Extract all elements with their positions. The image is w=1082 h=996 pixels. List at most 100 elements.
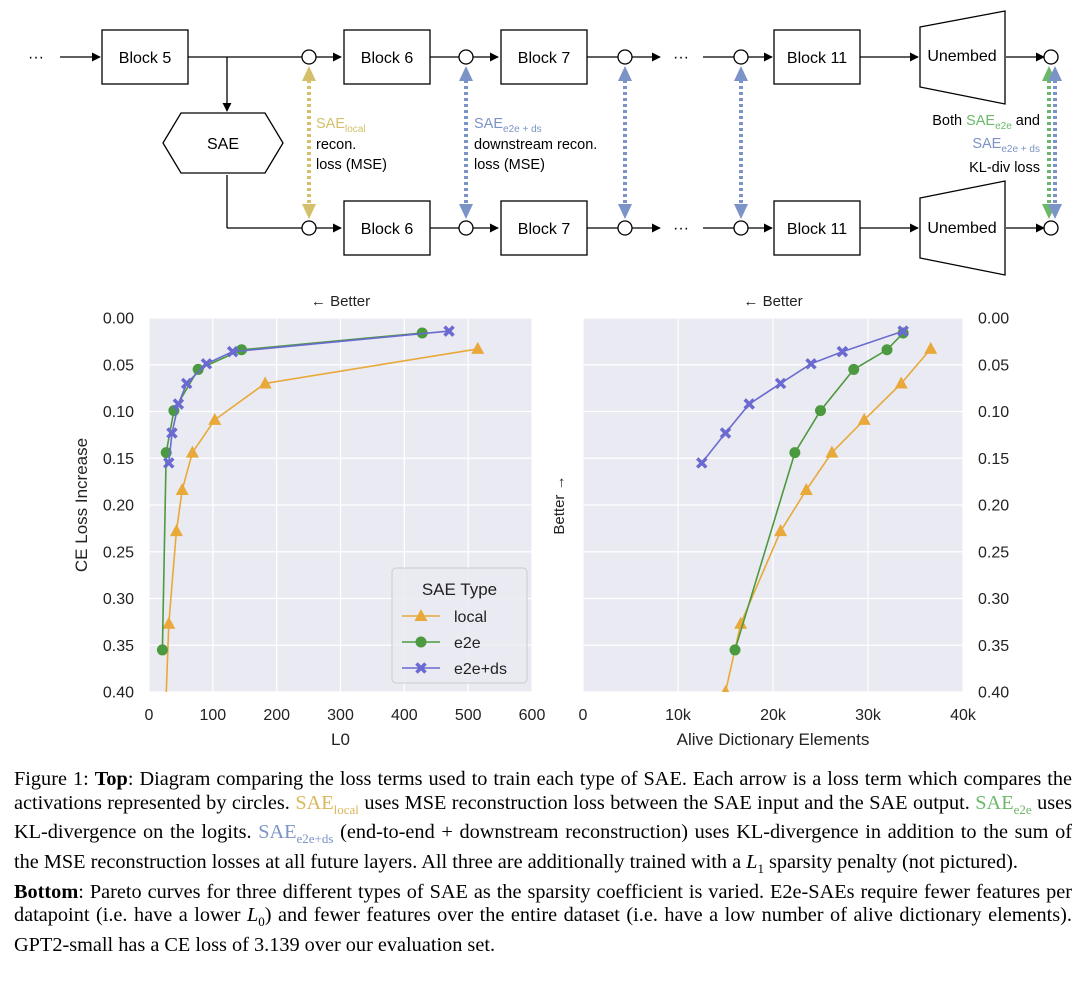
caption-text: sparsity penalty (not pictured). [763,850,1018,873]
sae-hexagon [162,112,284,174]
data-point-e2e+ds [774,377,787,390]
caption-fig-label: Figure 1: [14,768,95,790]
x-tick-label: 0 [579,707,588,724]
caption-top-bold: Top [94,768,128,790]
caption-text: uses KL-divergence on the logits. [14,791,1073,844]
data-point-local [734,616,748,629]
ellipsis-left: ··· [28,49,44,66]
activation-circle [458,220,474,236]
y-tick-label: 0.25 [103,544,134,561]
data-point-local [169,524,183,537]
data-point-e2e [156,644,168,656]
block7-bottom-box [500,200,588,256]
y-tick-label: 0.15 [978,451,1009,468]
both-loss-label-ds: SAEe2e + ds [972,136,1040,155]
data-point-e2e+ds [166,427,178,439]
chart-better-label: ← Better [743,293,802,310]
unembed-top-shape [919,10,1006,105]
data-point-local [159,704,172,716]
y-tick-label: 0.00 [103,311,134,328]
y-axis-label: CE Loss Increase [72,438,91,572]
data-point-local [799,483,813,496]
data-point-e2e+ds [743,398,755,410]
caption-bottom-bold: Bottom [14,880,79,903]
ds-loss-arrow-7-head-down [618,204,632,219]
y-tick-label: 0.05 [103,357,134,374]
caption-text: : Diagram comparing the loss terms used … [14,768,1072,814]
local-loss-arrow-head-up [302,66,316,81]
data-point-e2e [789,447,801,459]
figure-caption: Figure 1: Top: Diagram comparing the los… [14,768,1072,957]
ellipsis-top: ··· [673,49,689,66]
y-tick-label: 0.15 [103,451,134,468]
block6-top-label: Block 6 [361,50,414,67]
data-point-e2e+ds [836,345,849,358]
block5-box [101,29,189,85]
local-loss-label: SAElocal recon. loss (MSE) [316,116,387,173]
block7-top-label: Block 7 [518,50,571,67]
x-tick-label: 20k [760,707,787,724]
block11-top-box [773,29,861,85]
data-point-local [185,445,199,458]
block7-top-box [500,29,588,85]
block11-bottom-label: Block 11 [787,221,847,238]
unembed-bottom-label: Unembed [927,220,996,237]
y-tick-label: 0.00 [978,311,1009,328]
activation-circle [301,49,317,65]
data-point-local [774,524,788,537]
y-axis-label: Better → [551,475,568,534]
y-tick-label: 0.10 [978,404,1009,421]
x-tick-label: 30k [855,707,882,724]
block6-bottom-box [343,200,431,256]
ds-loss-arrow-6-head-down [459,204,473,219]
ellipsis-bottom: ··· [673,220,689,237]
caption-top: Figure 1: Top: Diagram comparing the los… [14,768,1073,876]
x-tick-label: 40k [950,707,977,724]
caption-sae-local: SAElocal [295,791,359,817]
data-point-local [162,616,176,629]
activation-circle [733,220,749,236]
x-axis-label: L0 [331,730,350,749]
y-tick-label: 0.25 [978,544,1009,561]
x-tick-label: 100 [199,707,226,724]
data-point-e2e+ds [226,345,239,358]
y-tick-label: 0.30 [103,591,134,608]
both-loss-label-kl: KL-div loss [969,160,1040,176]
data-point-e2e+ds [163,457,175,469]
data-point-local [894,376,908,389]
data-point-e2e+ds [719,427,732,439]
data-point-e2e [192,363,204,375]
chart-right: 0 10k 20k 30k 40k 0.00 0.05 0.10 0.15 0.20 0.25 0.3… [551,293,1009,749]
activation-circle [617,49,633,65]
caption-bottom: Bottom: Pareto curves for three differen… [14,880,1072,956]
unembed-top-label: Unembed [927,48,996,65]
x-tick-label: 10k [665,707,692,724]
ds-loss-arrow-6-head-up [459,66,473,81]
block11-top-label: Block 11 [787,50,847,67]
y-tick-label: 0.10 [103,404,134,421]
ds-loss-arrow-11-head-up [734,66,748,81]
block11-bottom-box [773,200,861,256]
block5-label: Block 5 [119,50,172,67]
data-point-local [924,341,938,354]
y-tick-label: 0.35 [978,638,1009,655]
legend-marker-e2e+ds [415,662,427,674]
series-line-e2e [161,332,423,650]
y-tick-label: 0.20 [103,498,134,515]
caption-text: ) and fewer features over the entire dat… [14,904,1072,956]
sae-label: SAE [207,136,239,153]
ds-loss-arrow-out-head-down [1048,204,1062,219]
data-point-e2e+ds [805,358,817,370]
ds-loss-arrow-7-head-up [618,66,632,81]
block7-bottom-label: Block 7 [518,221,571,238]
activation-circle [458,49,474,65]
caption-sae-e2e: SAEe2e [975,791,1032,817]
caption-l1: L [746,850,758,873]
data-point-e2e+ds [696,457,708,469]
legend-marker-local [414,609,428,621]
data-point-e2e+ds [897,325,909,337]
activation-circle [301,220,317,236]
legend-label-local: local [454,609,487,626]
chart-left: 0 100 200 300 400 500 600 0.00 0.05 0.10 0.15 0.20 0… [72,293,545,749]
caption-text: uses MSE reconstruction loss between the… [358,791,976,814]
